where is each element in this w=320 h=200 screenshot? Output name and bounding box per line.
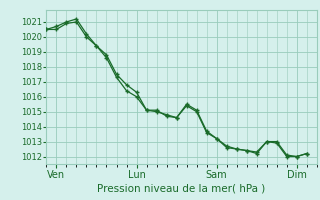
X-axis label: Pression niveau de la mer( hPa ): Pression niveau de la mer( hPa ): [98, 184, 266, 194]
